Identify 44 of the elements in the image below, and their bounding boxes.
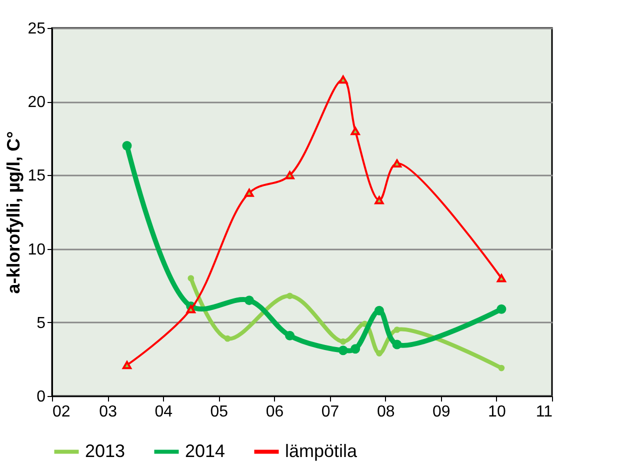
x-tick-label: 11 <box>536 404 553 420</box>
point <box>188 275 194 282</box>
x-tick-label: 06 <box>266 404 284 420</box>
x-tick-label: 09 <box>432 404 450 420</box>
y-tick-label: 10 <box>28 241 46 258</box>
point <box>376 350 382 356</box>
point <box>338 75 348 84</box>
y-tick-label: 5 <box>36 314 46 332</box>
point <box>286 292 293 300</box>
point <box>224 335 231 342</box>
point <box>496 274 506 282</box>
point <box>285 171 294 180</box>
x-tick-label: 02 <box>52 404 70 420</box>
legend-label: 2014 <box>185 440 226 461</box>
y-tick-label: 25 <box>28 20 46 38</box>
y-tick-label: 0 <box>36 388 46 406</box>
point <box>392 340 402 350</box>
point <box>285 330 295 340</box>
x-tick-label: 10 <box>488 404 506 420</box>
point <box>392 159 402 168</box>
point <box>498 364 505 372</box>
point <box>244 188 254 197</box>
y-tick-label: 15 <box>28 168 46 185</box>
x-tick-label: 07 <box>321 404 340 420</box>
point <box>374 306 384 316</box>
point <box>394 326 400 333</box>
point <box>496 304 506 314</box>
point <box>350 126 360 136</box>
x-tick-label: 05 <box>210 404 228 420</box>
point <box>338 346 348 356</box>
legend-label: lämpötila <box>285 440 358 461</box>
y-tick-label: 20 <box>28 94 46 112</box>
y-axis-title: a-klorofylli, µg/l, C° <box>4 131 24 294</box>
point <box>186 305 196 314</box>
point <box>350 344 360 354</box>
point <box>340 338 346 345</box>
point <box>374 196 384 204</box>
point <box>244 296 254 306</box>
legend-label: 2013 <box>85 440 126 461</box>
x-tick-label: 03 <box>99 404 118 420</box>
x-tick-label: 04 <box>154 404 173 420</box>
point <box>122 361 132 370</box>
x-tick-label: 08 <box>376 404 395 420</box>
point <box>122 141 132 150</box>
